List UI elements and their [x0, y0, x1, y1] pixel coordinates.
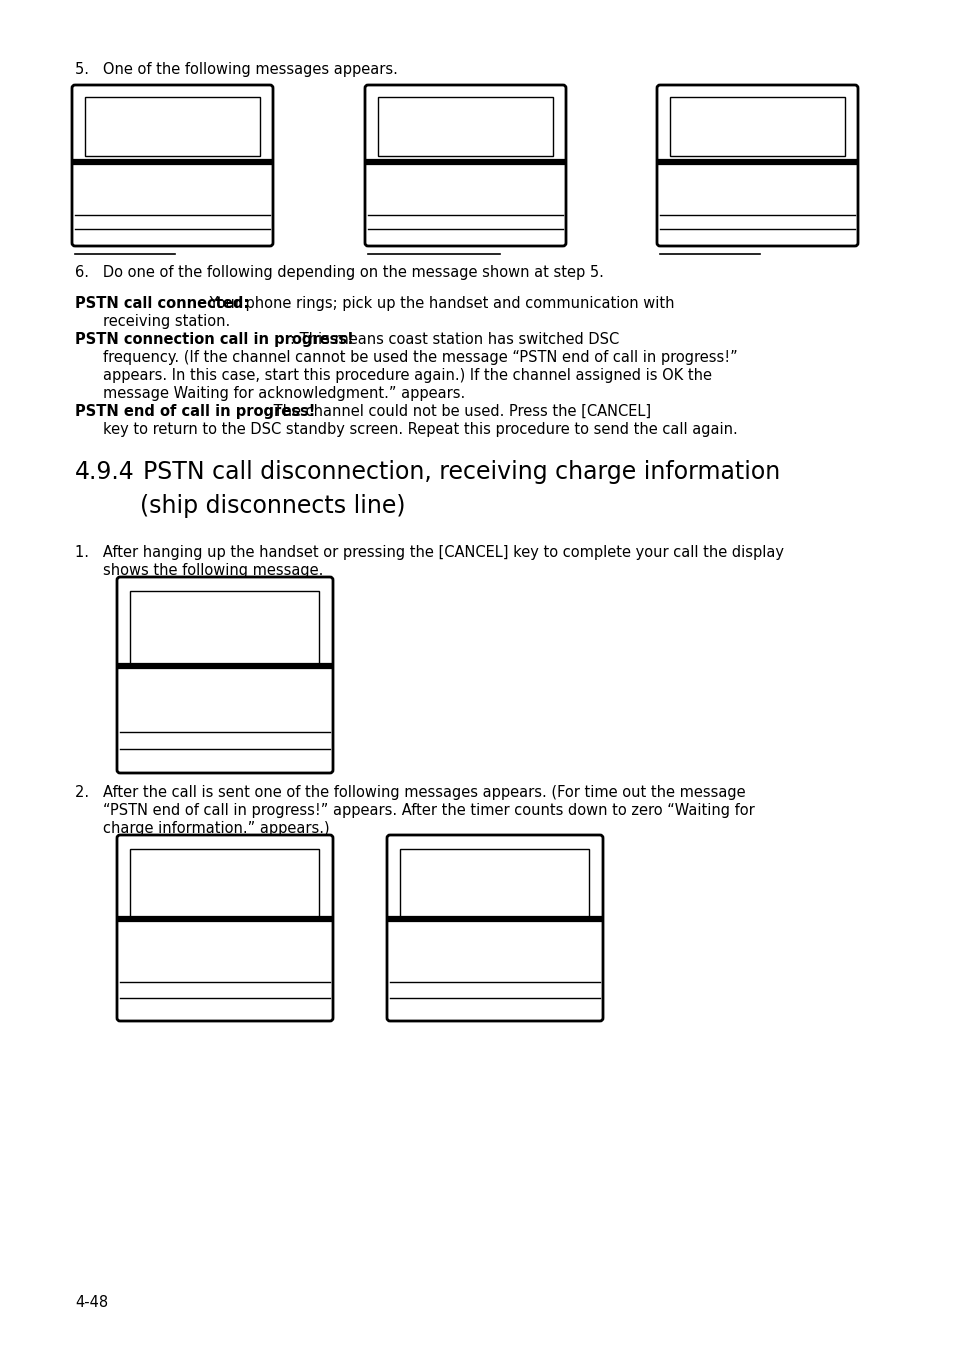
Bar [85, 97, 260, 157]
FancyBboxPatch shape [117, 577, 333, 773]
Text: shows the following message.: shows the following message. [103, 563, 323, 578]
Text: “PSTN end of call in progress!” appears. After the timer counts down to zero “Wa: “PSTN end of call in progress!” appears.… [103, 802, 754, 817]
Text: message Waiting for acknowledgment.” appears.: message Waiting for acknowledgment.” app… [103, 386, 465, 401]
Bar [131, 848, 319, 917]
Text: Your phone rings; pick up the handset and communication with: Your phone rings; pick up the handset an… [205, 296, 674, 311]
Bar [669, 97, 844, 157]
FancyBboxPatch shape [387, 835, 602, 1021]
Text: receiving station.: receiving station. [103, 313, 230, 330]
FancyBboxPatch shape [71, 85, 273, 246]
Bar [131, 592, 319, 663]
Text: key to return to the DSC standby screen. Repeat this procedure to send the call : key to return to the DSC standby screen.… [103, 422, 737, 436]
Text: 5.   One of the following messages appears.: 5. One of the following messages appears… [75, 62, 397, 77]
Text: (ship disconnects line): (ship disconnects line) [140, 494, 405, 517]
Text: PSTN call disconnection, receiving charge information: PSTN call disconnection, receiving charg… [143, 459, 780, 484]
Text: appears. In this case, start this procedure again.) If the channel assigned is O: appears. In this case, start this proced… [103, 367, 711, 382]
Text: PSTN call connected:: PSTN call connected: [75, 296, 249, 311]
Text: 2.   After the call is sent one of the following messages appears. (For time out: 2. After the call is sent one of the fol… [75, 785, 745, 800]
Bar [400, 848, 589, 917]
Text: 1.   After hanging up the handset or pressing the [CANCEL] key to complete your : 1. After hanging up the handset or press… [75, 544, 783, 561]
Text: : The channel could not be used. Press the [CANCEL]: : The channel could not be used. Press t… [264, 404, 650, 419]
Text: 6.   Do one of the following depending on the message shown at step 5.: 6. Do one of the following depending on … [75, 265, 603, 280]
Text: 4-48: 4-48 [75, 1296, 108, 1310]
FancyBboxPatch shape [117, 835, 333, 1021]
Text: 4.9.4: 4.9.4 [75, 459, 134, 484]
Text: PSTN connection call in progress!: PSTN connection call in progress! [75, 332, 354, 347]
Text: PSTN end of call in progress!: PSTN end of call in progress! [75, 404, 315, 419]
FancyBboxPatch shape [657, 85, 857, 246]
Bar [377, 97, 553, 157]
Text: charge information.” appears.): charge information.” appears.) [103, 821, 330, 836]
Text: : This means coast station has switched DSC: : This means coast station has switched … [290, 332, 618, 347]
FancyBboxPatch shape [365, 85, 565, 246]
Text: frequency. (If the channel cannot be used the message “PSTN end of call in progr: frequency. (If the channel cannot be use… [103, 350, 737, 365]
